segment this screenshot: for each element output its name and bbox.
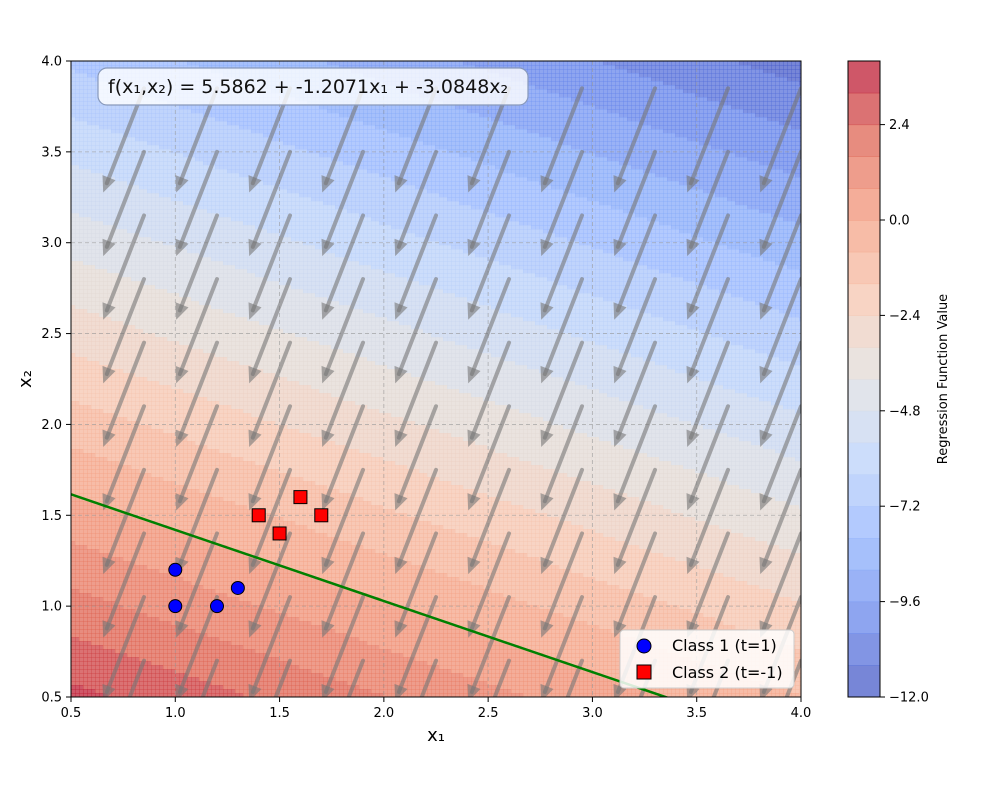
x-tick-label: 3.5 bbox=[686, 706, 707, 721]
legend: Class 1 (t=1) Class 2 (t=-1) bbox=[620, 630, 794, 688]
x-tick-label: 2.0 bbox=[374, 706, 395, 721]
x-axis-label: x₁ bbox=[427, 725, 445, 746]
y-axis-label: x₂ bbox=[15, 370, 36, 388]
equation-annotation: f(x₁,x₂) = 5.5862 + -1.2071x₁ + -3.0848x… bbox=[98, 68, 528, 105]
x-tick-label: 2.5 bbox=[478, 706, 499, 721]
colorbar-tick-label: −12.0 bbox=[889, 691, 929, 706]
colorbar-tick-label: −9.6 bbox=[889, 595, 921, 610]
class2-point bbox=[315, 509, 328, 522]
y-tick-label: 0.5 bbox=[41, 691, 62, 706]
x-tick-label: 1.5 bbox=[269, 706, 290, 721]
colorbar-label: Regression Function Value bbox=[936, 294, 951, 464]
class1-point bbox=[231, 581, 244, 594]
colorbar: 2.4 0.0 −2.4 −4.8 −7.2 −9.6 −12.0 bbox=[848, 61, 929, 706]
legend-marker-class2 bbox=[637, 665, 651, 679]
legend-label-class1: Class 1 (t=1) bbox=[672, 636, 777, 655]
y-axis-ticks: 0.5 1.0 1.5 2.0 2.5 3.0 3.5 4.0 bbox=[41, 55, 71, 706]
y-tick-label: 3.0 bbox=[41, 236, 62, 251]
colorbar-tick-label: 0.0 bbox=[889, 214, 910, 229]
legend-label-class2: Class 2 (t=-1) bbox=[672, 663, 783, 682]
legend-marker-class1 bbox=[637, 639, 651, 653]
class2-point bbox=[294, 491, 307, 504]
y-tick-label: 2.0 bbox=[41, 418, 62, 433]
x-tick-label: 3.0 bbox=[582, 706, 603, 721]
equation-text: f(x₁,x₂) = 5.5862 + -1.2071x₁ + -3.0848x… bbox=[108, 76, 508, 98]
class1-point bbox=[211, 600, 224, 613]
y-tick-label: 4.0 bbox=[41, 55, 62, 70]
x-tick-label: 4.0 bbox=[791, 706, 812, 721]
class2-point bbox=[252, 509, 265, 522]
y-tick-label: 3.5 bbox=[41, 145, 62, 160]
class1-point bbox=[169, 600, 182, 613]
x-tick-label: 1.0 bbox=[165, 706, 186, 721]
class2-point bbox=[273, 527, 286, 540]
colorbar-tick-label: −7.2 bbox=[889, 500, 921, 515]
x-tick-label: 0.5 bbox=[61, 706, 82, 721]
y-tick-label: 1.0 bbox=[41, 600, 62, 615]
class1-point bbox=[169, 563, 182, 576]
y-tick-label: 2.5 bbox=[41, 327, 62, 342]
colorbar-tick-label: 2.4 bbox=[889, 118, 910, 133]
colorbar-tick-label: −4.8 bbox=[889, 404, 921, 419]
y-tick-label: 1.5 bbox=[41, 509, 62, 524]
x-axis-ticks: 0.5 1.0 1.5 2.0 2.5 3.0 3.5 4.0 bbox=[61, 697, 812, 721]
colorbar-tick-label: −2.4 bbox=[889, 309, 921, 324]
